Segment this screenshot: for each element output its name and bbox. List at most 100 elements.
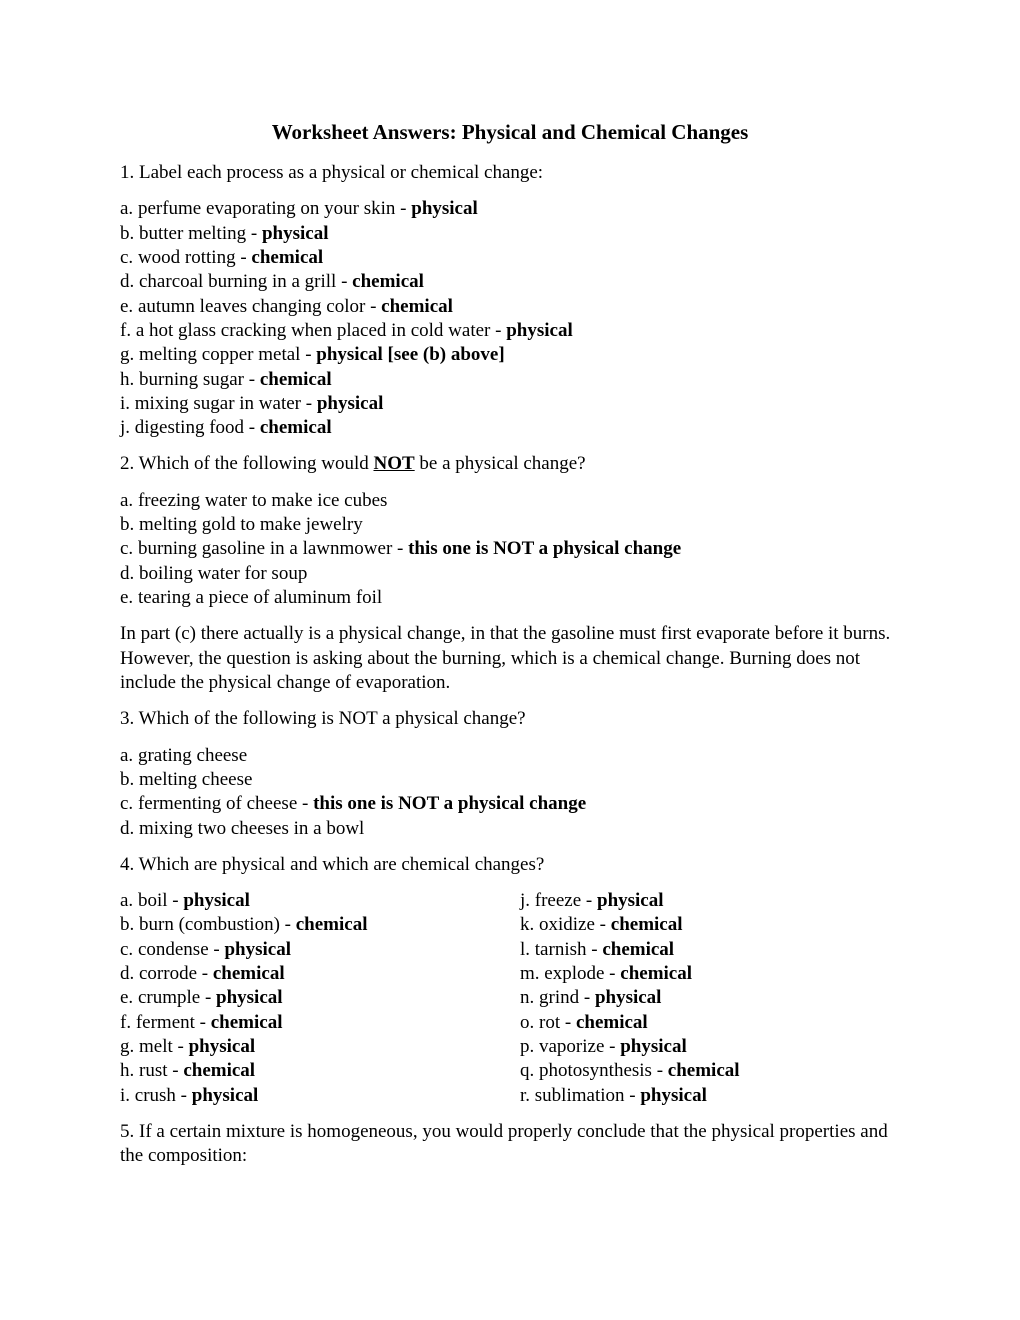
q1-items: a. perfume evaporating on your skin - ph… [120, 197, 900, 440]
item-answer: chemical [296, 914, 368, 935]
item-letter: n. [520, 987, 539, 1008]
list-item: c. burning gasoline in a lawnmower - thi… [120, 537, 900, 561]
item-letter: e. [120, 587, 138, 608]
item-answer: chemical [620, 963, 692, 984]
list-item: c. fermenting of cheese - this one is NO… [120, 792, 900, 816]
list-item: a. boil - physical [120, 889, 500, 913]
item-text: oxidize - [539, 914, 611, 935]
q2-note: In part (c) there actually is a physical… [120, 622, 900, 695]
item-text: boil - [138, 890, 183, 911]
item-text: rust - [139, 1060, 183, 1081]
list-item: i. crush - physical [120, 1084, 500, 1108]
list-item: e. tearing a piece of aluminum foil [120, 586, 900, 610]
item-letter: i. [120, 1085, 135, 1106]
item-letter: g. [120, 1036, 139, 1057]
list-item: o. rot - chemical [520, 1011, 900, 1035]
list-item: d. charcoal burning in a grill - chemica… [120, 270, 900, 294]
item-answer: chemical [381, 296, 453, 317]
list-item: d. boiling water for soup [120, 562, 900, 586]
item-answer: physical [620, 1036, 687, 1057]
item-letter: a. [120, 198, 138, 219]
q2-prompt: 2. Which of the following would NOT be a… [120, 452, 900, 476]
item-letter: d. [120, 818, 139, 839]
item-text: vaporize - [539, 1036, 620, 1057]
list-item: q. photosynthesis - chemical [520, 1059, 900, 1083]
list-item: c. condense - physical [120, 938, 500, 962]
item-letter: a. [120, 745, 138, 766]
item-text: digesting food - [135, 417, 260, 438]
list-item: g. melting copper metal - physical [see … [120, 343, 900, 367]
q4-columns: a. boil - physicalb. burn (combustion) -… [120, 889, 900, 1108]
item-answer: physical [411, 198, 478, 219]
item-text: burn (combustion) - [139, 914, 296, 935]
item-text: boiling water for soup [139, 563, 307, 584]
list-item: a. grating cheese [120, 744, 900, 768]
item-answer: chemical [260, 417, 332, 438]
list-item: j. freeze - physical [520, 889, 900, 913]
list-item: r. sublimation - physical [520, 1084, 900, 1108]
item-text: rot - [539, 1012, 576, 1033]
item-letter: c. [120, 247, 138, 268]
item-text: melting cheese [139, 769, 252, 790]
item-answer: physical [189, 1036, 256, 1057]
item-answer: this one is NOT a physical change [313, 793, 586, 814]
list-item: a. freezing water to make ice cubes [120, 489, 900, 513]
item-letter: o. [520, 1012, 539, 1033]
item-letter: b. [120, 769, 139, 790]
item-text: condense - [138, 939, 225, 960]
page-title: Worksheet Answers: Physical and Chemical… [120, 120, 900, 145]
item-answer: chemical [602, 939, 674, 960]
item-letter: e. [120, 296, 138, 317]
item-text: explode - [544, 963, 620, 984]
list-item: b. butter melting - physical [120, 222, 900, 246]
item-letter: c. [120, 939, 138, 960]
q3-items: a. grating cheeseb. melting cheesec. fer… [120, 744, 900, 841]
item-text: grating cheese [138, 745, 247, 766]
item-text: burning sugar - [139, 369, 260, 390]
item-text: melting copper metal - [139, 344, 316, 365]
item-letter: j. [120, 417, 135, 438]
list-item: d. corrode - chemical [120, 962, 500, 986]
list-item: h. burning sugar - chemical [120, 368, 900, 392]
item-answer: chemical [260, 369, 332, 390]
item-text: freezing water to make ice cubes [138, 490, 388, 511]
item-text: butter melting - [139, 223, 262, 244]
list-item: e. crumple - physical [120, 986, 500, 1010]
list-item: n. grind - physical [520, 986, 900, 1010]
q4-right: j. freeze - physicalk. oxidize - chemica… [520, 889, 900, 1108]
list-item: b. melting cheese [120, 768, 900, 792]
q1-prompt: 1. Label each process as a physical or c… [120, 161, 900, 185]
list-item: b. melting gold to make jewelry [120, 513, 900, 537]
item-letter: j. [520, 890, 535, 911]
item-letter: g. [120, 344, 139, 365]
list-item: g. melt - physical [120, 1035, 500, 1059]
item-answer: physical [597, 890, 664, 911]
item-answer: physical [216, 987, 283, 1008]
item-text: grind - [539, 987, 595, 1008]
item-text: mixing sugar in water - [135, 393, 317, 414]
item-answer: physical [595, 987, 662, 1008]
item-text: crush - [135, 1085, 192, 1106]
item-letter: f. [120, 320, 136, 341]
item-letter: b. [120, 514, 139, 535]
item-text: autumn leaves changing color - [138, 296, 381, 317]
item-answer: chemical [251, 247, 323, 268]
item-letter: e. [120, 987, 138, 1008]
item-letter: i. [120, 393, 135, 414]
item-answer: physical [see (b) above] [316, 344, 504, 365]
item-letter: d. [120, 271, 139, 292]
item-text: melt - [139, 1036, 189, 1057]
item-text: a hot glass cracking when placed in cold… [136, 320, 506, 341]
list-item: c. wood rotting - chemical [120, 246, 900, 270]
item-letter: a. [120, 890, 138, 911]
item-answer: physical [640, 1085, 707, 1106]
item-letter: q. [520, 1060, 539, 1081]
list-item: e. autumn leaves changing color - chemic… [120, 295, 900, 319]
item-answer: chemical [211, 1012, 283, 1033]
list-item: m. explode - chemical [520, 962, 900, 986]
q2-items: a. freezing water to make ice cubesb. me… [120, 489, 900, 611]
item-answer: chemical [213, 963, 285, 984]
item-answer: physical [224, 939, 291, 960]
item-text: photosynthesis - [539, 1060, 668, 1081]
list-item: i. mixing sugar in water - physical [120, 392, 900, 416]
